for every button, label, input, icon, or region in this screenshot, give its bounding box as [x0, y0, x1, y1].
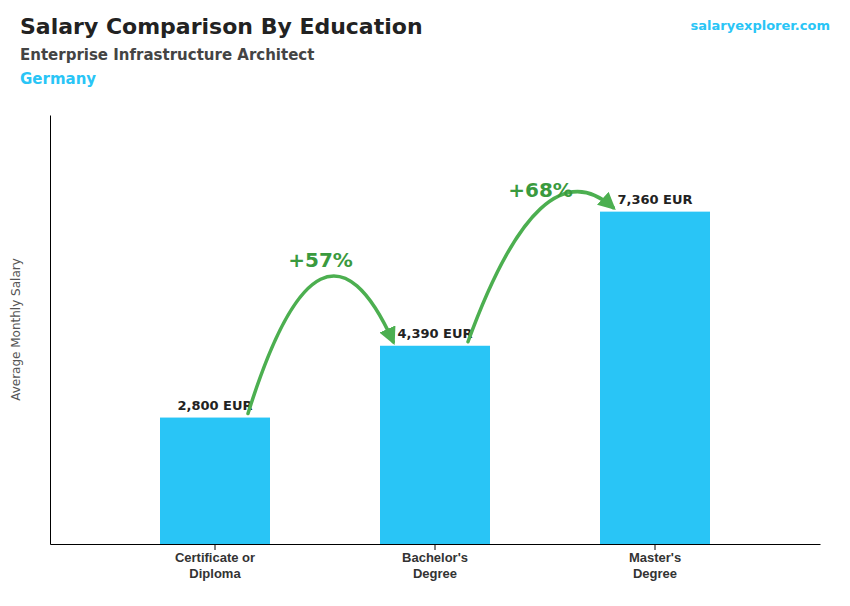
- x-axis: Certificate orDiploma Bachelor'sDegree Mas…: [51, 544, 821, 581]
- data-label: 4,390 EUR: [397, 326, 472, 341]
- change-label: +57%: [288, 248, 353, 272]
- x-tick: Certificate orDiploma: [175, 544, 255, 581]
- x-tick: Bachelor'sDegree: [402, 544, 468, 581]
- data-label: 2,800 EUR: [177, 398, 252, 413]
- source: salaryexplorer.com: [691, 18, 830, 33]
- title: Salary Comparison By Education: [20, 14, 423, 39]
- y-axis: [50, 116, 51, 545]
- data-labels: 2,800 EUR 4,390 EUR 7,360 EUR: [177, 192, 692, 413]
- x-tick-mark: [215, 544, 216, 550]
- x-tick-label: Bachelor'sDegree: [402, 550, 468, 581]
- bar: [160, 418, 270, 544]
- change-arrow: [468, 192, 613, 342]
- annotations: +57% +68%: [248, 178, 613, 414]
- x-tick-label: Certificate orDiploma: [175, 550, 255, 581]
- change-arrow: [248, 276, 393, 414]
- y-axis-title: Average Monthly Salary: [9, 258, 23, 401]
- bar: [600, 212, 710, 544]
- y-axis-line: [50, 116, 51, 545]
- chart: Salary Comparison By Education Enterprise…: [0, 0, 850, 606]
- x-tick-mark: [655, 544, 656, 550]
- bar: [380, 346, 490, 544]
- x-tick-label: Master'sDegree: [629, 550, 681, 581]
- data-label: 7,360 EUR: [617, 192, 692, 207]
- bars: [160, 212, 710, 544]
- x-tick: Master'sDegree: [629, 544, 681, 581]
- plot: Certificate orDiploma Bachelor'sDegree Mas…: [51, 116, 821, 582]
- change-label: +68%: [508, 178, 573, 202]
- subtitle: Enterprise Infrastructure Architect: [20, 46, 314, 64]
- x-tick-mark: [435, 544, 436, 550]
- country: Germany: [20, 70, 96, 88]
